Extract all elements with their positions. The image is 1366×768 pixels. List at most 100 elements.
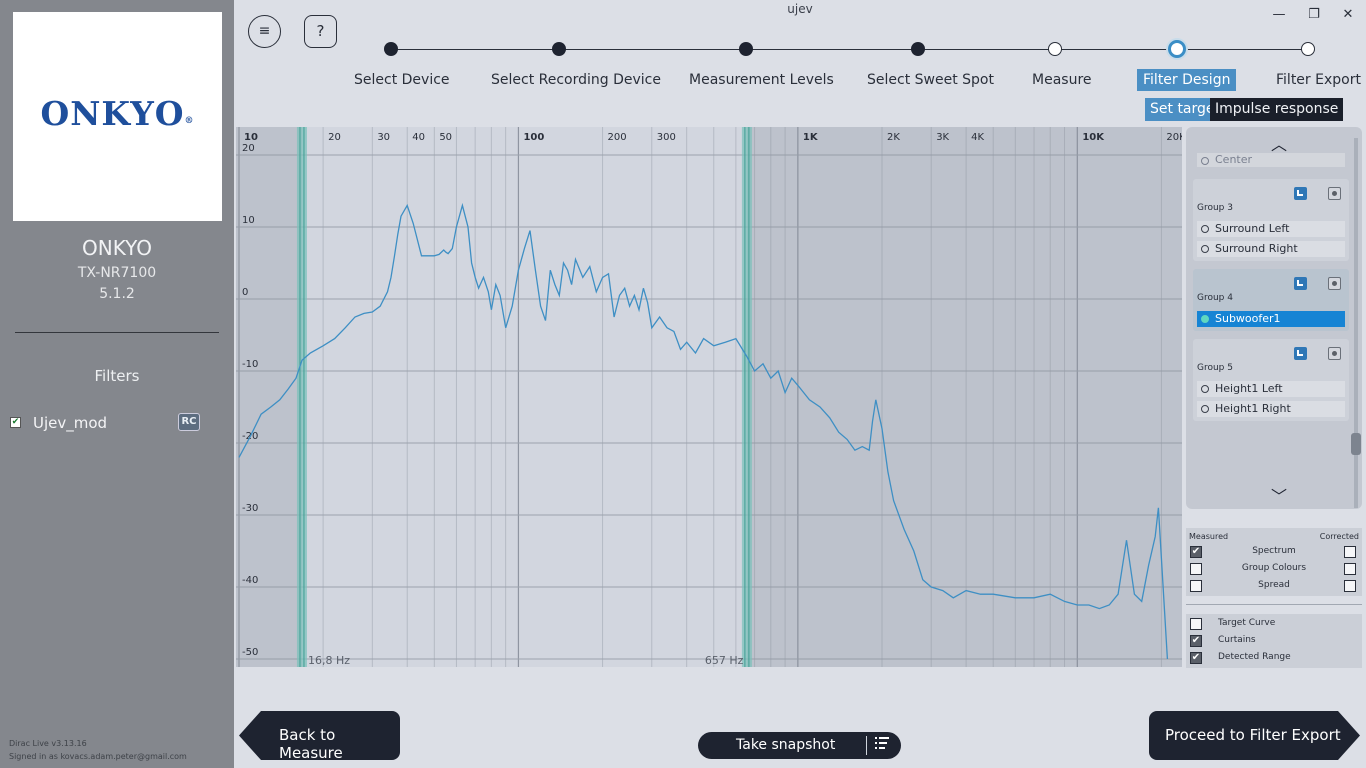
speaker-icon[interactable] [1328,187,1341,200]
curtain-handle-low [296,127,307,667]
x-tick-label: 300 [657,132,676,143]
option-spread: Spread [1186,578,1362,594]
tab-impulse-response[interactable]: Impulse response [1210,98,1344,121]
step-dot-select-sweet-spot[interactable] [911,42,925,56]
eq-icon[interactable] [1294,347,1307,360]
spread-measured-checkbox[interactable] [1190,580,1202,592]
y-tick-label: -40 [242,575,258,586]
speaker-icon[interactable] [1328,277,1341,290]
scroll-up-icon[interactable]: ︿ [1271,135,1288,154]
panel-scroll-thumb[interactable] [1351,433,1361,455]
spectrum-corrected-checkbox[interactable] [1344,546,1356,558]
option-spectrum: ✔ Spectrum [1186,544,1362,560]
y-tick-label: 10 [242,215,255,226]
eq-icon[interactable] [1294,277,1307,290]
channel-height1-left[interactable]: Height1 Left [1197,381,1345,397]
back-to-measure-button[interactable]: Back to Measure [239,711,400,760]
y-tick-label: -10 [242,359,258,370]
signed-in-text: Signed in as kovacs.adam.peter@gmail.com [9,752,187,761]
filter-checkbox[interactable]: ✔ [10,417,21,428]
filter-name[interactable]: Ujev_mod [33,414,108,432]
eq-icon[interactable] [1294,187,1307,200]
help-button[interactable]: ? [304,15,337,48]
x-tick-label: 3K [936,132,949,143]
sidebar: ONKYO® ONKYO TX-NR7100 5.1.2 Filters ✔ U… [0,0,234,768]
speaker-config: 5.1.2 [99,286,135,302]
curtain-high-label: 657 Hz [705,654,744,667]
group-name: Group 4 [1197,293,1233,303]
step-measure[interactable]: Measure [1032,72,1092,88]
step-dot-filter-export[interactable] [1301,42,1315,56]
step-select-sweet-spot[interactable]: Select Sweet Spot [867,72,994,88]
group-colours-corrected-checkbox[interactable] [1344,563,1356,575]
device-model: TX-NR7100 [77,265,157,281]
step-dot-measurement-levels[interactable] [739,42,753,56]
spectrum-measured-checkbox[interactable]: ✔ [1190,546,1202,558]
minimize-button[interactable]: — [1272,7,1286,22]
maximize-button[interactable]: ❐ [1308,7,1320,22]
step-dot-select-recording-device[interactable] [552,42,566,56]
channel-height1-right[interactable]: Height1 Right [1197,401,1345,417]
logo-text: ONKYO® [40,94,195,133]
filter-item[interactable]: ✔ Ujev_mod RC [10,412,204,434]
group-3: Group 3 Surround Left Surround Right [1193,179,1349,261]
menu-button[interactable]: ≡ [248,15,281,48]
toggle-detected-range: ✔ Detected Range [1186,650,1362,666]
x-tick-label: 10 [244,132,258,143]
filters-heading: Filters [94,367,140,385]
channel-surround-left[interactable]: Surround Left [1197,221,1345,237]
curtain-low-label: 16,8 Hz [308,654,350,667]
rc-badge[interactable]: RC [178,413,200,431]
toggle-target-curve: Target Curve [1186,616,1362,632]
options-divider [1186,604,1362,605]
step-filter-design[interactable]: Filter Design [1137,69,1237,91]
hamburger-icon: ≡ [258,23,271,39]
proceed-to-filter-export-button[interactable]: Proceed to Filter Export [1149,711,1360,760]
help-icon: ? [316,22,325,40]
close-button[interactable]: ✕ [1342,7,1354,22]
series-line [238,202,1169,660]
option-label: Group Colours [1241,563,1307,573]
snapshot-label: Take snapshot [736,737,836,753]
curtains-checkbox[interactable]: ✔ [1190,635,1202,647]
frequency-response-chart[interactable]: 10203040501002003001K2K3K4K10K20K20100-1… [236,127,1182,667]
chart-svg[interactable]: 10203040501002003001K2K3K4K10K20K20100-1… [236,127,1182,667]
take-snapshot-button[interactable]: Take snapshot [698,732,901,759]
target-curve-checkbox[interactable] [1190,618,1202,630]
toggle-label: Curtains [1218,635,1256,645]
group-4: Group 4 Subwoofer1 [1193,269,1349,331]
step-filter-export[interactable]: Filter Export [1276,72,1361,88]
snapshot-divider [866,736,867,755]
x-tick-label: 1K [803,132,819,143]
speaker-icon[interactable] [1328,347,1341,360]
channel-panel: ︿ Center Group 3 Surround Left Surround … [1186,127,1362,509]
x-tick-label: 20K [1166,132,1182,143]
list-icon[interactable] [875,736,889,750]
step-dot-measure[interactable] [1048,42,1062,56]
step-measurement-levels[interactable]: Measurement Levels [689,72,834,88]
channel-surround-right[interactable]: Surround Right [1197,241,1345,257]
step-select-device[interactable]: Select Device [354,72,450,88]
step-dot-filter-design[interactable] [1168,40,1186,58]
tab-set-target[interactable]: Set target [1145,98,1226,121]
group-name: Group 3 [1197,203,1233,213]
group-colours-measured-checkbox[interactable] [1190,563,1202,575]
y-tick-label: 20 [242,143,255,154]
scroll-down-icon[interactable]: ﹀ [1271,487,1288,506]
option-label: Spectrum [1252,546,1296,556]
step-dot-select-device[interactable] [384,42,398,56]
x-tick-label: 20 [328,132,341,143]
channel-subwoofer1[interactable]: Subwoofer1 [1197,311,1345,327]
panel-scrollbar[interactable] [1354,138,1358,508]
group-5: Group 5 Height1 Left Height1 Right [1193,339,1349,421]
toggle-label: Detected Range [1218,652,1291,662]
channel-center[interactable]: Center [1197,153,1345,167]
spread-corrected-checkbox[interactable] [1344,580,1356,592]
window-title: ujev [787,2,813,16]
x-tick-label: 10K [1082,132,1105,143]
detected-range-checkbox[interactable]: ✔ [1190,652,1202,664]
y-tick-label: 0 [242,287,248,298]
curtain-handle-high [741,127,752,667]
step-select-recording-device[interactable]: Select Recording Device [491,72,661,88]
x-tick-label: 50 [439,132,452,143]
